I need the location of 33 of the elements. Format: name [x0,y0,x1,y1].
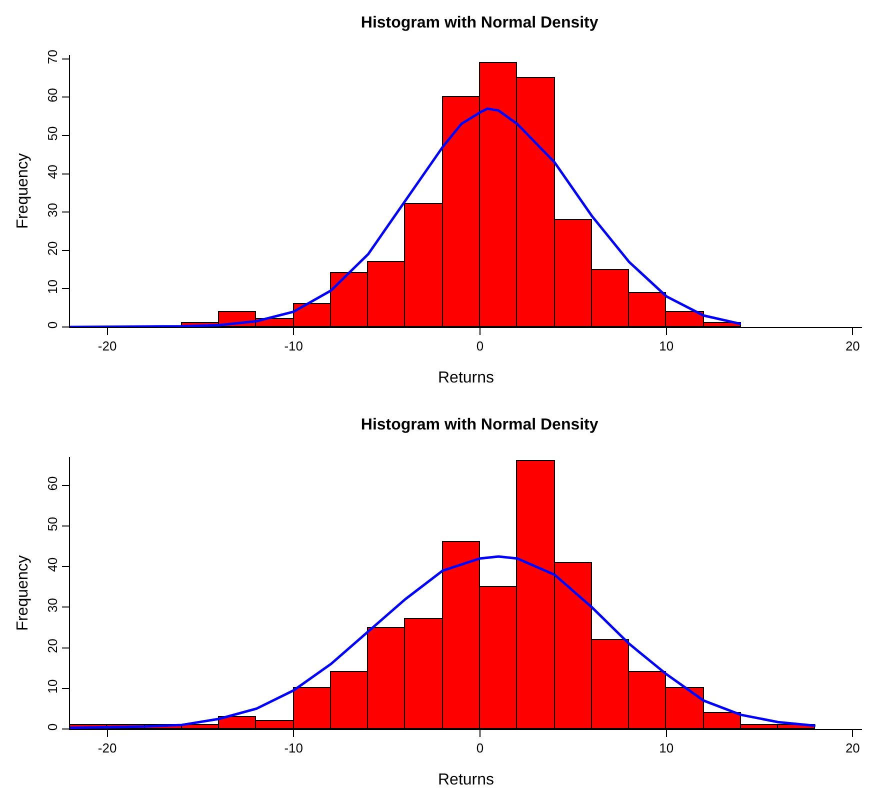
y-tick-label: 10 [44,679,60,694]
y-tick-label: 50 [44,516,60,532]
y-tick-label: 20 [44,241,60,256]
x-axis-title: Returns [438,771,494,788]
y-tick-label: 70 [44,50,60,64]
y-tick-label: 30 [44,598,60,612]
chart-title: Histogram with Normal Density [360,416,598,434]
y-tick-label: 30 [44,202,60,218]
y-tick-label: 10 [44,280,60,294]
x-tick-label: 10 [659,740,674,756]
x-tick-label: 10 [659,338,674,354]
x-tick-label: -10 [284,740,304,756]
x-tick-label: 0 [476,338,484,354]
chart-title: Histogram with Normal Density [360,14,598,32]
x-tick-label: 20 [845,740,860,756]
x-tick-label: -20 [98,338,117,354]
line-series [70,555,817,729]
x-tick-label: 20 [845,338,860,354]
y-tick-label: 40 [44,164,60,180]
y-tick-label: 40 [44,557,60,572]
y-tick-label: 60 [44,476,60,491]
y-axis-title: Frequency [14,555,32,631]
line-series [70,107,742,327]
x-tick-label: -20 [98,740,117,756]
x-tick-label: 0 [476,740,484,756]
y-axis-title: Frequency [14,153,32,229]
y-tick-label: 50 [44,126,60,141]
y-tick-label: 0 [44,723,60,731]
y-tick-label: 20 [44,638,60,654]
y-tick-label: 60 [44,88,60,102]
y-tick-label: 0 [44,321,60,329]
x-axis-title: Returns [438,369,494,386]
x-tick-label: -10 [284,338,304,354]
